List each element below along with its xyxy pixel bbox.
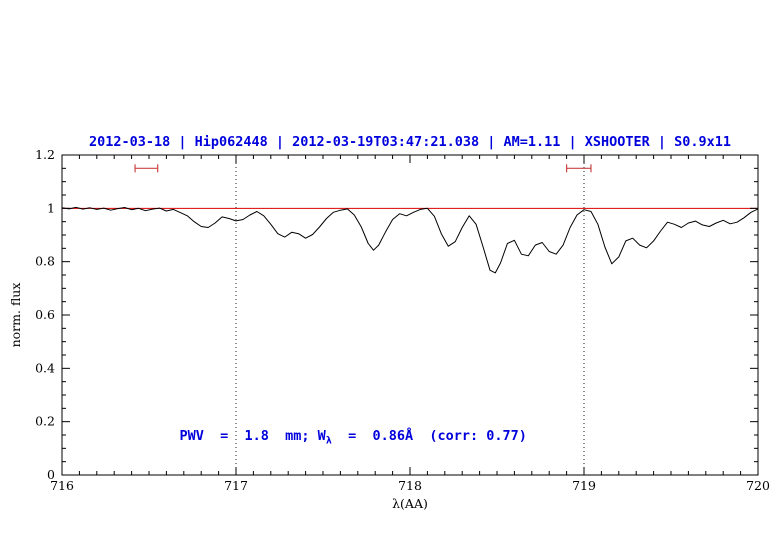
x-tick-label: 716 xyxy=(50,478,74,493)
chart-title: 2012-03-18 | Hip062448 | 2012-03-19T03:4… xyxy=(88,134,732,150)
y-axis-label: norm. flux xyxy=(8,283,23,348)
pwv-annotation-suffix: = 0.86Å (corr: 0.77) xyxy=(331,428,527,444)
x-tick-label: 718 xyxy=(398,478,422,493)
y-tick-label: 0.8 xyxy=(35,254,55,269)
x-axis-label: λ(AA) xyxy=(392,496,428,511)
pwv-annotation: PWV = 1.8 mm; Wλ = 0.86Å (corr: 0.77) xyxy=(147,412,527,463)
spectrum-line xyxy=(61,206,759,274)
y-tick-label: 0.4 xyxy=(35,360,55,375)
x-tick-label: 717 xyxy=(224,478,248,493)
y-tick-label: 1.2 xyxy=(35,147,55,162)
x-tick-label: 720 xyxy=(746,478,770,493)
pwv-annotation-subscript: λ xyxy=(325,435,332,447)
plot-content xyxy=(61,155,759,475)
plot-ticks: 716 717 718 719 720 0 0.2 0.4 0.6 0.8 1 1.2 xyxy=(35,147,770,493)
pwv-annotation-prefix: PWV = 1.8 mm; W xyxy=(179,428,326,444)
y-tick-label: 0 xyxy=(47,467,55,482)
y-tick-label: 0.6 xyxy=(35,307,55,322)
x-tick-label: 719 xyxy=(572,478,596,493)
y-tick-label: 0.2 xyxy=(35,414,55,429)
y-tick-label: 1 xyxy=(47,200,55,215)
